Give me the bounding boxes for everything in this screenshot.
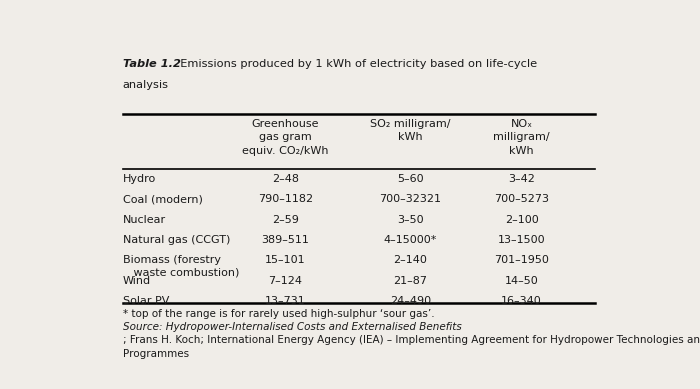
Text: 14–50: 14–50 [505, 276, 538, 286]
Text: 2–59: 2–59 [272, 215, 299, 225]
Text: Solar PV: Solar PV [122, 296, 169, 306]
Text: 790–1182: 790–1182 [258, 194, 313, 204]
Text: ; Frans H. Koch; International Energy Agency (IEA) – Implementing Agreement for : ; Frans H. Koch; International Energy Ag… [122, 335, 700, 345]
Text: SO₂ milligram/
kWh: SO₂ milligram/ kWh [370, 119, 451, 142]
Text: 16–340: 16–340 [501, 296, 542, 306]
Text: Table 1.2: Table 1.2 [122, 59, 181, 69]
Text: 7–124: 7–124 [269, 276, 302, 286]
Text: 700–32321: 700–32321 [379, 194, 441, 204]
Text: 15–101: 15–101 [265, 256, 306, 265]
Text: 4–15000*: 4–15000* [384, 235, 437, 245]
Text: NOₓ
milligram/
kWh: NOₓ milligram/ kWh [494, 119, 550, 156]
Text: 5–60: 5–60 [397, 174, 424, 184]
Text: Wind: Wind [122, 276, 151, 286]
Text: * top of the range is for rarely used high-sulphur ‘sour gas’.: * top of the range is for rarely used hi… [122, 309, 435, 319]
Text: analysis: analysis [122, 80, 169, 90]
Text: Programmes: Programmes [122, 349, 189, 359]
Text: 3–50: 3–50 [397, 215, 424, 225]
Text: 389–511: 389–511 [262, 235, 309, 245]
Text: Natural gas (CCGT): Natural gas (CCGT) [122, 235, 230, 245]
Text: 21–87: 21–87 [393, 276, 427, 286]
Text: Coal (modern): Coal (modern) [122, 194, 202, 204]
Text: 3–42: 3–42 [508, 174, 535, 184]
Text: Emissions produced by 1 kWh of electricity based on life-cycle: Emissions produced by 1 kWh of electrici… [173, 59, 537, 69]
Text: 24–490: 24–490 [390, 296, 430, 306]
Text: 2–140: 2–140 [393, 256, 427, 265]
Text: 13–1500: 13–1500 [498, 235, 545, 245]
Text: Biomass (forestry
   waste combustion): Biomass (forestry waste combustion) [122, 256, 239, 278]
Text: Source: Hydropower-Internalised Costs and Externalised Benefits: Source: Hydropower-Internalised Costs an… [122, 322, 461, 332]
Text: 700–5273: 700–5273 [494, 194, 549, 204]
Text: Nuclear: Nuclear [122, 215, 166, 225]
Text: 2–48: 2–48 [272, 174, 299, 184]
Text: 2–100: 2–100 [505, 215, 538, 225]
Text: Greenhouse
gas gram
equiv. CO₂/kWh: Greenhouse gas gram equiv. CO₂/kWh [242, 119, 329, 156]
Text: Hydro: Hydro [122, 174, 156, 184]
Text: 701–1950: 701–1950 [494, 256, 549, 265]
Text: 13–731: 13–731 [265, 296, 306, 306]
